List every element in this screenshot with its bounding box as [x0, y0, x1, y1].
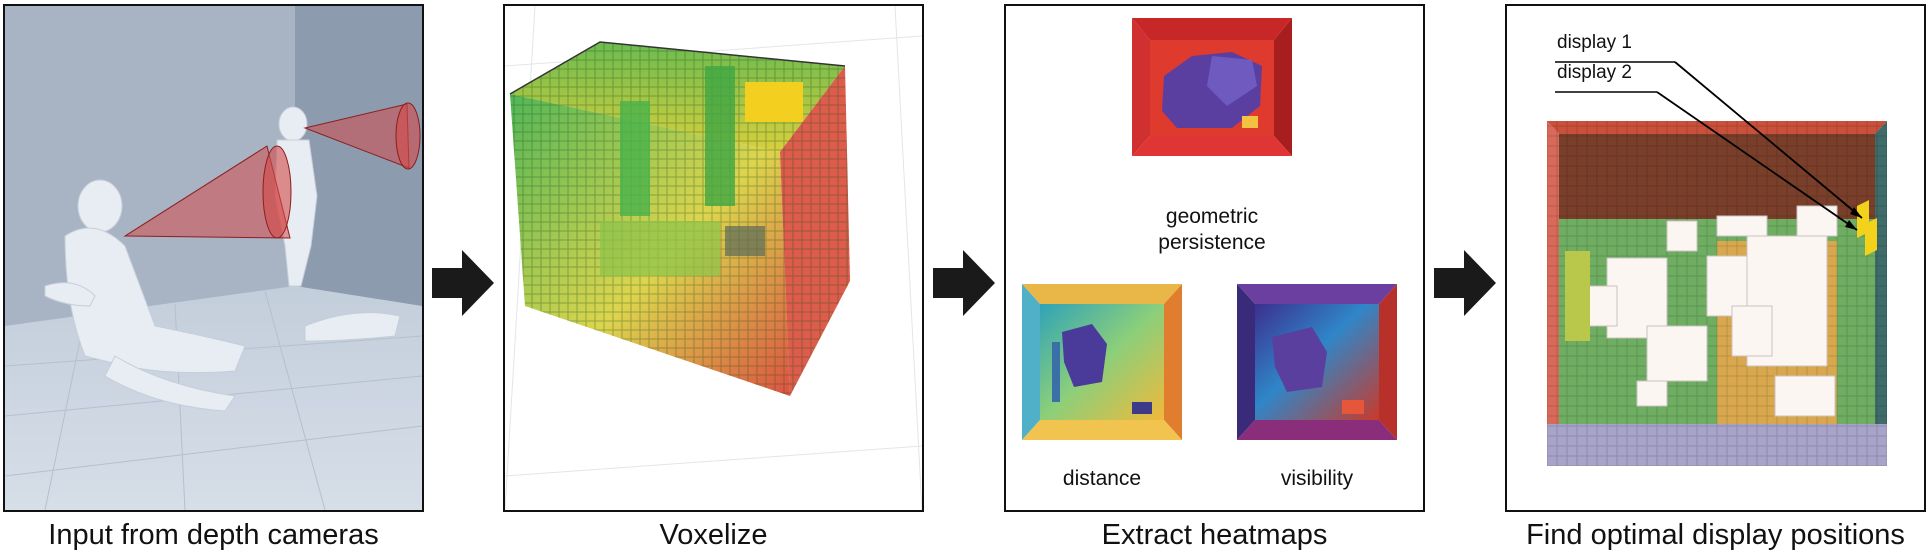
depth-camera-scene: [5, 6, 422, 510]
label-geometric-line2: persistence: [1158, 231, 1266, 254]
panel-depth-cameras: [3, 4, 424, 512]
label-display-2: display 2: [1557, 62, 1632, 83]
caption-heatmaps: Extract heatmaps: [1101, 519, 1328, 551]
camera-frustum-right: [303, 102, 421, 170]
voxel-room: [505, 6, 922, 510]
panel-voxelize: [503, 4, 924, 512]
panel-display-positions: display 1 display 2: [1505, 4, 1926, 512]
display-marker-2: [1865, 218, 1877, 256]
optimal-display-room: [1547, 61, 1887, 466]
label-geometric: geometric persistence: [1122, 204, 1302, 256]
heatmap-geometric: [1132, 18, 1292, 156]
arrow-right-icon: [933, 250, 995, 316]
heatmap-distance: [1022, 284, 1182, 440]
occupancy-voxels: [1586, 205, 1838, 417]
arrow-right-icon: [432, 250, 494, 316]
camera-frustum-left: [123, 145, 292, 239]
label-visibility: visibility: [1280, 467, 1354, 490]
label-geometric-line1: geometric: [1165, 205, 1259, 228]
caption-input: Input from depth cameras: [48, 519, 379, 551]
arrow-right-icon: [1434, 250, 1496, 316]
caption-voxelize: Voxelize: [659, 519, 768, 551]
side-wall: [295, 6, 422, 306]
caption-display-positions: Find optimal display positions: [1526, 519, 1905, 551]
label-distance: distance: [1062, 467, 1142, 490]
label-display-1: display 1: [1557, 32, 1632, 53]
panel-heatmaps: geometric persistence distance: [1004, 4, 1425, 512]
heatmap-visibility: [1237, 284, 1397, 440]
yellow-voxel-block: [745, 82, 803, 122]
scan-person-left: [44, 179, 401, 412]
